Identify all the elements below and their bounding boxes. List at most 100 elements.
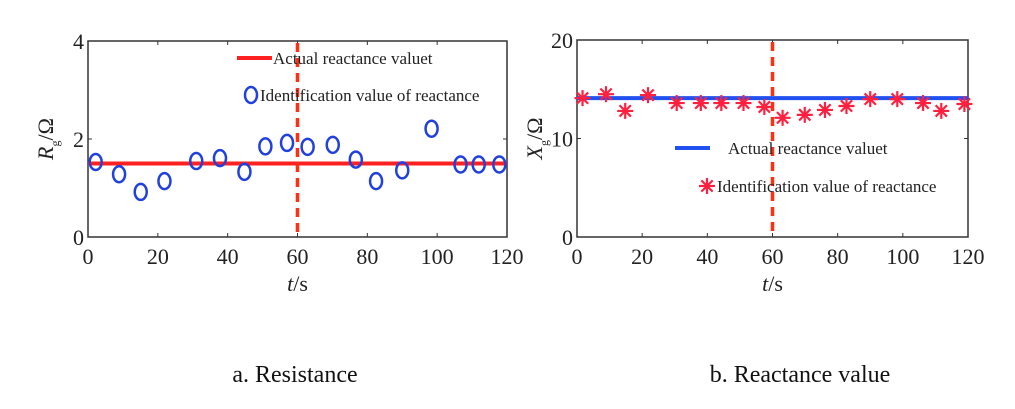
legend-label-actual: Actual reactance valuet: [273, 49, 433, 68]
data-point: [368, 171, 384, 191]
x-tick-label: 60: [287, 244, 309, 269]
legend-marker-swatch: [243, 85, 259, 105]
data-point: [889, 91, 906, 108]
y-label-sub: g: [537, 140, 551, 146]
data-point: [735, 95, 752, 112]
data-point: [915, 95, 932, 112]
asterisk-stroke: [757, 100, 771, 114]
data-point: [617, 102, 634, 119]
data-point: [668, 95, 685, 112]
data-point: [88, 152, 103, 172]
asterisk-stroke: [776, 111, 790, 125]
data-point: [796, 106, 813, 123]
x-tick-label: 80: [356, 244, 378, 269]
y-label-var: R: [33, 146, 58, 161]
asterisk-stroke: [737, 96, 750, 110]
x-tick-label: 120: [491, 244, 524, 269]
y-tick-label: 20: [551, 28, 573, 53]
data-point: [597, 86, 614, 103]
x-label-unit: /s: [293, 271, 308, 296]
data-point: [471, 155, 486, 174]
data-point: [862, 91, 879, 108]
data-point: [933, 102, 950, 119]
asterisk-stroke: [934, 104, 948, 118]
data-point: [756, 98, 773, 115]
data-point: [453, 155, 468, 174]
x-axis-label: t/s: [287, 271, 308, 296]
data-point: [956, 96, 973, 113]
caption-a: a. Resistance: [232, 362, 358, 388]
x-tick-label: 40: [217, 244, 239, 269]
x-label-var: t: [287, 271, 294, 296]
data-point: [212, 148, 228, 168]
asterisk-stroke: [700, 179, 714, 193]
legend-label-identification: Identification value of reactance: [260, 86, 479, 105]
x-tick-label: 100: [886, 244, 919, 269]
asterisk-stroke: [890, 92, 904, 106]
y-label-var: X: [522, 144, 547, 160]
legend-label-actual: Actual reactance valuet: [728, 139, 888, 158]
caption-b: b. Reactance value: [709, 362, 891, 388]
y-label-unit: /Ω: [33, 118, 58, 140]
asterisk-stroke: [818, 103, 832, 117]
data-point: [838, 97, 855, 114]
x-tick-label: 80: [827, 244, 849, 269]
y-tick-label: 0: [562, 225, 573, 250]
data-point: [279, 133, 295, 153]
asterisk-stroke: [957, 97, 971, 111]
data-point: [640, 87, 657, 104]
x-tick-label: 100: [421, 244, 454, 269]
x-tick-label: 0: [83, 244, 94, 269]
x-tick-label: 40: [696, 244, 718, 269]
y-tick-label: 0: [73, 225, 84, 250]
data-point: [348, 150, 364, 169]
y-tick-label: 2: [73, 127, 84, 152]
asterisk-stroke: [863, 92, 877, 106]
data-point: [492, 155, 507, 174]
asterisk-stroke: [714, 96, 728, 110]
y-label-sub: g: [48, 141, 62, 147]
x-axis-label: t/s: [762, 271, 783, 296]
data-point: [157, 171, 172, 191]
y-axis-label: Rg/Ω: [33, 118, 62, 161]
asterisk-stroke: [694, 96, 708, 110]
data-point: [133, 182, 148, 202]
y-tick-label: 10: [551, 127, 573, 152]
x-tick-label: 0: [572, 244, 583, 269]
asterisk-stroke: [599, 87, 613, 101]
data-point: [692, 95, 709, 112]
data-point: [258, 137, 273, 156]
y-label-unit: /Ω: [522, 118, 547, 140]
x-tick-label: 20: [631, 244, 653, 269]
asterisk-stroke: [670, 96, 684, 110]
data-point: [325, 135, 341, 155]
data-point: [774, 109, 791, 126]
data-point: [237, 162, 252, 182]
asterisk-stroke: [641, 88, 655, 102]
asterisk-stroke: [916, 96, 930, 110]
x-tick-label: 120: [952, 244, 985, 269]
x-label-unit: /s: [768, 271, 783, 296]
asterisk-stroke: [798, 108, 812, 122]
data-point: [188, 151, 204, 171]
asterisk-stroke: [840, 99, 853, 113]
data-point: [424, 119, 439, 138]
chart-resistance: 0 20 40 60 80 100 120 0 2 4 t/s Rg/Ω Actual reactanc…: [33, 29, 524, 296]
x-label-var: t: [762, 271, 769, 296]
data-point: [816, 101, 833, 118]
data-point: [395, 161, 410, 180]
data-point: [300, 137, 315, 157]
x-tick-label: 60: [762, 244, 784, 269]
data-point: [713, 95, 730, 112]
chart-reactance: 0 20 40 60 80 100 120 0 10 20 t/s Xg/Ω Actual reacta…: [522, 28, 985, 296]
x-tick-label: 20: [147, 244, 169, 269]
data-point: [111, 165, 127, 184]
y-tick-label: 4: [73, 29, 84, 54]
data-point: [574, 90, 591, 107]
legend-label-identification: Identification value of reactance: [717, 177, 936, 196]
asterisk-stroke: [618, 104, 632, 118]
asterisk-stroke: [576, 91, 589, 105]
y-axis-label: Xg/Ω: [522, 118, 551, 161]
